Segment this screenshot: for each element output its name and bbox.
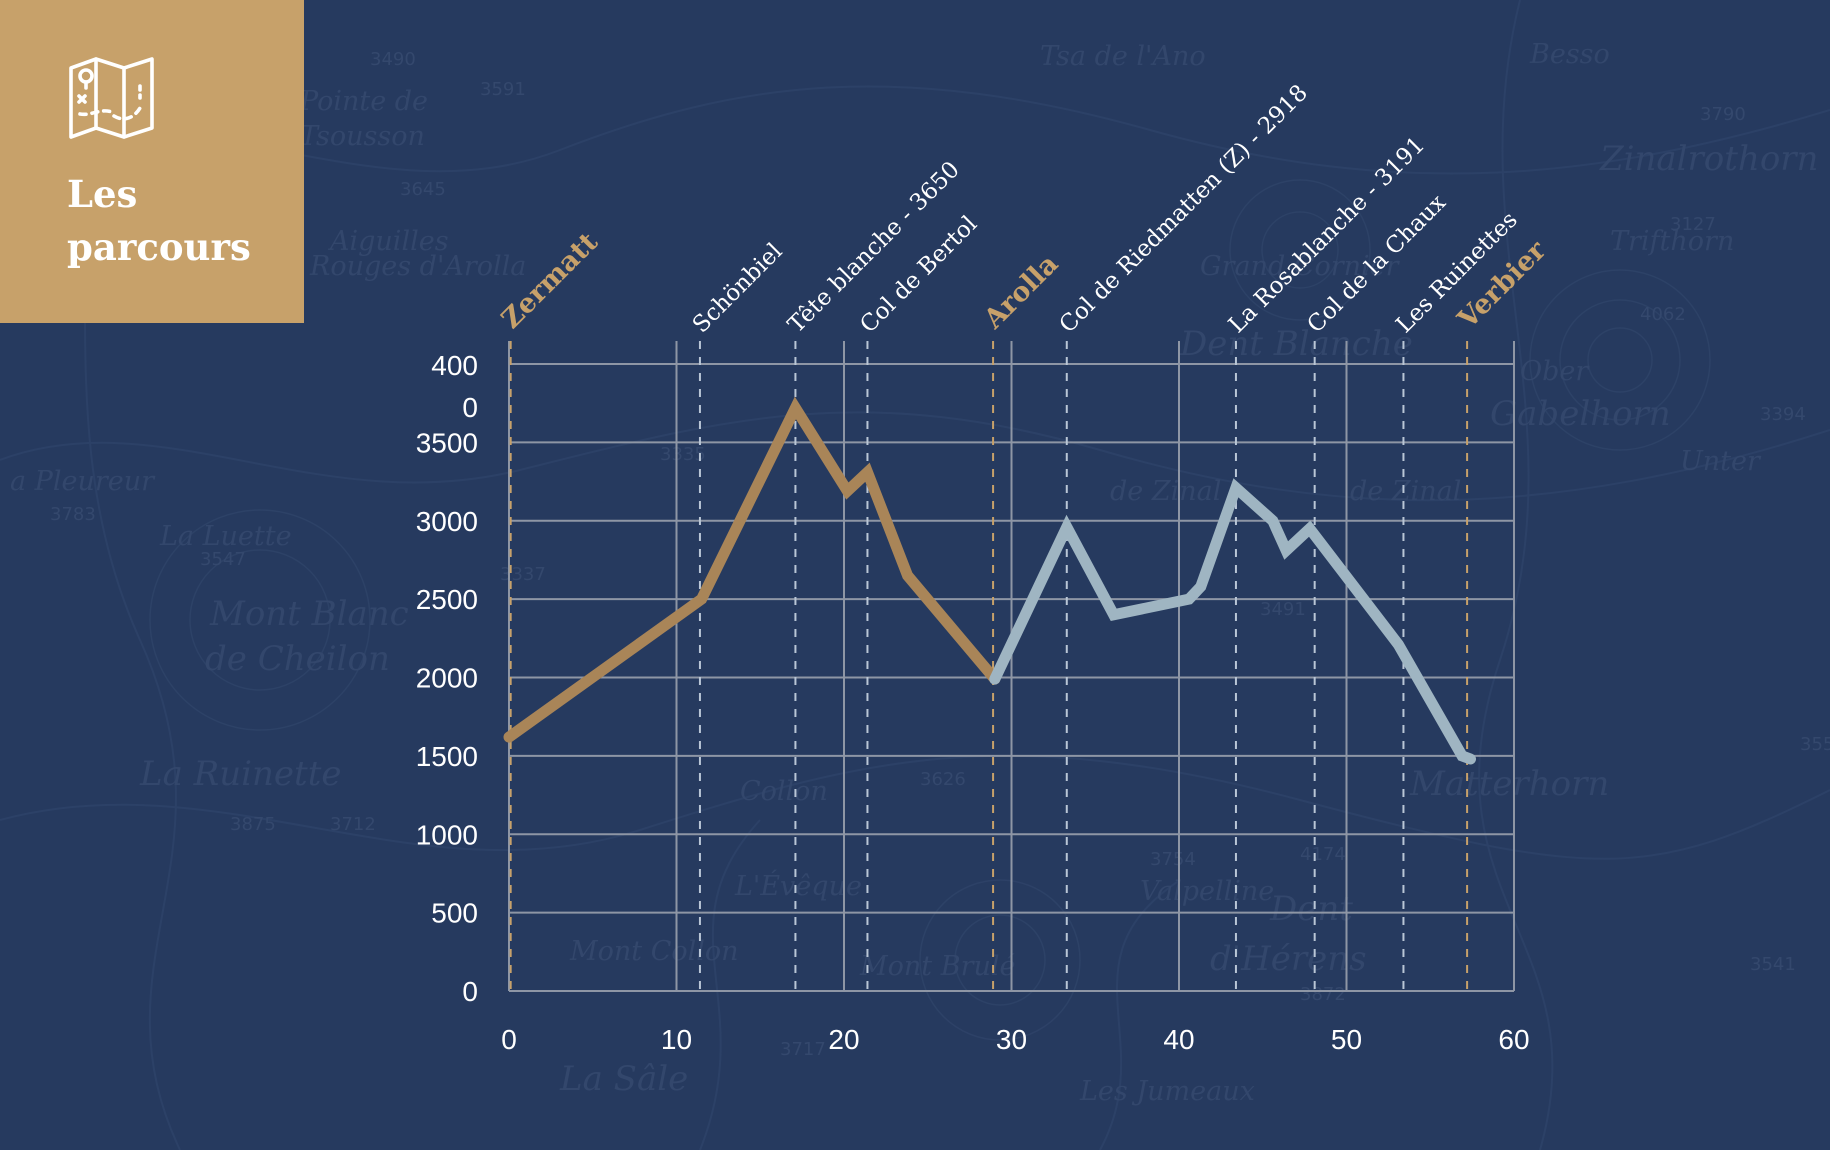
svg-text:Unter: Unter xyxy=(1680,446,1762,477)
svg-text:La Sâle: La Sâle xyxy=(559,1059,688,1099)
svg-text:Collon: Collon xyxy=(740,776,828,807)
title-panel: Les parcours xyxy=(0,0,304,323)
svg-text:Matterhorn: Matterhorn xyxy=(1409,764,1609,804)
svg-text:Gabelhorn: Gabelhorn xyxy=(1490,394,1671,434)
y-tick-label: 500 xyxy=(431,898,478,929)
svg-text:3555: 3555 xyxy=(1800,734,1830,755)
svg-text:3127: 3127 xyxy=(1670,214,1716,235)
svg-text:Dent: Dent xyxy=(1269,889,1353,929)
elevation-series-2 xyxy=(989,478,1476,765)
svg-text:3783: 3783 xyxy=(50,504,96,525)
svg-text:de Zinal: de Zinal xyxy=(1110,476,1221,507)
page-title: Les parcours xyxy=(67,172,251,269)
svg-text:3490: 3490 xyxy=(370,49,416,70)
svg-text:3645: 3645 xyxy=(400,179,446,200)
svg-text:La Luette: La Luette xyxy=(159,521,292,552)
svg-text:Zinalrothorn: Zinalrothorn xyxy=(1599,139,1818,179)
svg-text:Ober: Ober xyxy=(1520,356,1590,387)
svg-text:3394: 3394 xyxy=(1760,404,1806,425)
y-tick-label: 0 xyxy=(462,976,478,1007)
svg-text:3790: 3790 xyxy=(1700,104,1746,125)
svg-text:Pointe de: Pointe de xyxy=(299,86,428,117)
svg-text:3717: 3717 xyxy=(780,1039,826,1060)
svg-text:3541: 3541 xyxy=(1750,954,1796,975)
svg-text:a Pleureur: a Pleureur xyxy=(10,466,156,497)
svg-text:Valpelline: Valpelline xyxy=(1140,876,1274,907)
x-tick-label: 30 xyxy=(996,1024,1027,1055)
svg-text:3491: 3491 xyxy=(1260,599,1306,620)
svg-text:Dent Blanche: Dent Blanche xyxy=(1179,324,1413,364)
svg-text:4174: 4174 xyxy=(1300,844,1346,865)
waypoint-markers xyxy=(509,341,1469,991)
svg-text:La Ruinette: La Ruinette xyxy=(139,754,342,794)
x-tick-label: 10 xyxy=(661,1024,692,1055)
x-tick-label: 40 xyxy=(1163,1024,1194,1055)
waypoint-label-main: Zermatt xyxy=(496,226,605,335)
svg-text:3335: 3335 xyxy=(660,444,706,465)
svg-text:de Zinal: de Zinal xyxy=(1350,476,1461,507)
svg-text:3875: 3875 xyxy=(230,814,276,835)
y-tick-label: 1000 xyxy=(416,819,478,850)
svg-text:3626: 3626 xyxy=(920,769,966,790)
svg-text:Tsousson: Tsousson xyxy=(300,121,425,152)
svg-text:3754: 3754 xyxy=(1150,849,1196,870)
waypoint-label-main: Arolla xyxy=(977,249,1064,336)
waypoint-label: Schönbiel xyxy=(688,238,788,338)
y-tick-label: 3500 xyxy=(416,427,478,458)
svg-text:Mont Blanc: Mont Blanc xyxy=(209,594,409,634)
svg-text:Trifthorn: Trifthorn xyxy=(1610,226,1734,257)
svg-text:Les Jumeaux: Les Jumeaux xyxy=(1079,1076,1255,1107)
treasure-map-icon xyxy=(69,57,154,139)
x-tick-label: 60 xyxy=(1498,1024,1529,1055)
svg-text:3547: 3547 xyxy=(200,549,246,570)
svg-text:Aiguilles: Aiguilles xyxy=(327,226,449,257)
x-tick-label: 50 xyxy=(1331,1024,1362,1055)
svg-text:Mont Collon: Mont Collon xyxy=(569,936,739,967)
svg-text:3591: 3591 xyxy=(480,79,526,100)
svg-text:de Cheilon: de Cheilon xyxy=(205,639,390,679)
svg-text:Mont Brulé: Mont Brulé xyxy=(859,951,1015,982)
y-tick-label-top: 0 xyxy=(462,392,478,423)
chart-grid xyxy=(508,341,1515,992)
svg-text:3872: 3872 xyxy=(1300,984,1346,1005)
y-tick-label: 3000 xyxy=(416,506,478,537)
y-tick-label: 1500 xyxy=(416,741,478,772)
elevation-series-1 xyxy=(503,396,1001,743)
svg-text:L'Évêque: L'Évêque xyxy=(734,869,862,902)
svg-text:Besso: Besso xyxy=(1529,39,1610,70)
x-tick-label: 0 xyxy=(501,1024,517,1055)
x-tick-label: 20 xyxy=(828,1024,859,1055)
svg-text:4062: 4062 xyxy=(1640,304,1686,325)
svg-text:Grand Cornier: Grand Cornier xyxy=(1200,251,1401,282)
elevation-lines xyxy=(503,396,1476,765)
svg-text:Tsa de l'Ano: Tsa de l'Ano xyxy=(1040,41,1206,72)
svg-text:3712: 3712 xyxy=(330,814,376,835)
y-tick-label: 2500 xyxy=(416,584,478,615)
y-tick-label-top: 400 xyxy=(431,350,478,381)
y-tick-label: 2000 xyxy=(416,663,478,694)
svg-text:Rouges d'Arolla: Rouges d'Arolla xyxy=(309,251,526,282)
